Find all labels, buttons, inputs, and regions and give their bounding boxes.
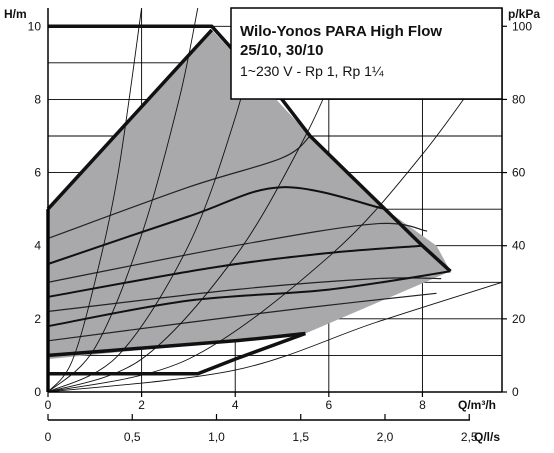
y-right-tick-label: 80 (512, 92, 526, 106)
y-tick-label: 6 (34, 166, 41, 180)
legend-background (230, 7, 503, 100)
x-secondary-tick-label: 2,0 (377, 430, 394, 444)
system-curve (47, 281, 503, 393)
y-right-tick-label: 100 (512, 19, 532, 33)
x-secondary-tick-label: 1,5 (292, 430, 309, 444)
thin-pump-curve (47, 292, 437, 342)
x-axis-secondary-title: Q/l/s (474, 430, 500, 444)
x-secondary-tick-label: 2,5 (461, 430, 478, 444)
system-curve (47, 44, 503, 393)
system-curve (47, 7, 143, 393)
chart-title: Wilo-Yonos PARA High Flow (240, 23, 442, 40)
min-speed-curve (48, 331, 306, 376)
operating-range-area (48, 29, 451, 360)
x-tick-label: 8 (419, 398, 426, 412)
thin-pump-curve (47, 135, 311, 239)
y-axis-left-title: H/m (4, 7, 27, 21)
y-tick-label: 0 (34, 385, 41, 399)
y-right-tick-label: 20 (512, 312, 526, 326)
legend-box: Wilo-Yonos PARA High Flow 25/10, 30/10 1… (230, 7, 503, 100)
x-secondary-tick-label: 0,5 (124, 430, 141, 444)
y-tick-label: 10 (28, 19, 42, 33)
y-right-tick-label: 40 (512, 239, 526, 253)
x-axis-title: Q/m³/h (458, 398, 496, 412)
pump-curve (47, 270, 451, 328)
x-tick-label: 0 (45, 398, 52, 412)
y-axis-right-title: p/kPa (508, 7, 540, 21)
x-secondary-tick-label: 0 (45, 430, 52, 444)
lower-limit-curve (47, 331, 306, 358)
operating-range (48, 29, 451, 360)
system-curve (47, 7, 199, 393)
x-tick-label: 4 (232, 398, 239, 412)
y-tick-label: 2 (34, 312, 41, 326)
chart-subtitle: 25/10, 30/10 (240, 42, 323, 59)
y-tick-label: 4 (34, 239, 41, 253)
upper-limit-line (46, 28, 214, 211)
axis-titles: H/m p/kPa Q/m³/h Q/l/s (4, 7, 540, 444)
max-speed-curve (48, 24, 452, 273)
x-tick-label: 2 (138, 398, 145, 412)
system-curve (47, 62, 339, 393)
y-right-tick-label: 0 (512, 385, 519, 399)
x-secondary-tick-label: 1,0 (208, 430, 225, 444)
chart-spec: 1~230 V - Rp 1, Rp 1¼ (240, 63, 384, 79)
x-tick-label: 6 (325, 398, 332, 412)
y-tick-label: 8 (34, 92, 41, 106)
pump-curve (47, 244, 423, 298)
y-right-tick-label: 60 (512, 166, 526, 180)
